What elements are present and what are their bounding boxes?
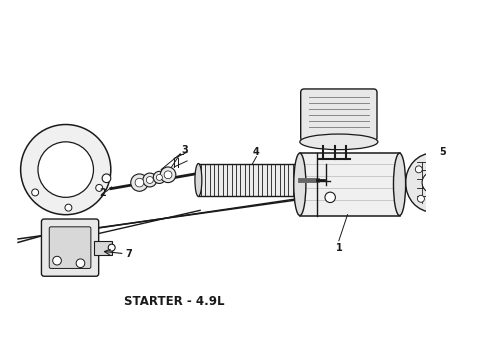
Circle shape: [135, 178, 144, 187]
Circle shape: [475, 174, 490, 192]
Circle shape: [417, 195, 424, 202]
Text: 2: 2: [99, 188, 106, 198]
Circle shape: [153, 171, 166, 184]
Bar: [300, 153, 399, 216]
Ellipse shape: [300, 134, 378, 150]
FancyBboxPatch shape: [301, 89, 377, 141]
Circle shape: [466, 204, 474, 212]
Circle shape: [164, 171, 172, 179]
Circle shape: [441, 164, 448, 171]
Text: 1: 1: [336, 243, 342, 253]
Circle shape: [325, 192, 335, 203]
FancyBboxPatch shape: [49, 227, 91, 269]
Circle shape: [21, 125, 111, 215]
Text: STARTER - 4.9L: STARTER - 4.9L: [124, 295, 224, 308]
Ellipse shape: [195, 163, 202, 197]
Text: 5: 5: [440, 147, 446, 157]
Circle shape: [143, 173, 157, 187]
Circle shape: [131, 174, 148, 191]
Circle shape: [416, 166, 422, 173]
Circle shape: [156, 174, 162, 180]
Circle shape: [102, 174, 111, 183]
Circle shape: [38, 142, 94, 197]
Circle shape: [422, 172, 443, 193]
Bar: [95, 241, 112, 255]
Circle shape: [160, 167, 176, 183]
Ellipse shape: [393, 153, 406, 216]
Circle shape: [96, 184, 103, 192]
Bar: [198, 163, 300, 197]
Circle shape: [448, 146, 490, 219]
Circle shape: [466, 153, 474, 161]
Circle shape: [451, 178, 459, 187]
Text: 4: 4: [253, 147, 260, 157]
Circle shape: [65, 204, 72, 211]
Text: 7: 7: [125, 249, 132, 259]
Text: 3: 3: [181, 145, 188, 155]
Ellipse shape: [294, 153, 306, 216]
Ellipse shape: [296, 163, 303, 197]
Circle shape: [444, 189, 451, 197]
Circle shape: [53, 256, 61, 265]
Ellipse shape: [406, 153, 459, 212]
FancyBboxPatch shape: [42, 219, 98, 276]
Circle shape: [465, 163, 490, 203]
Circle shape: [32, 189, 39, 196]
Circle shape: [147, 176, 153, 184]
Circle shape: [76, 259, 85, 267]
Circle shape: [108, 244, 115, 251]
